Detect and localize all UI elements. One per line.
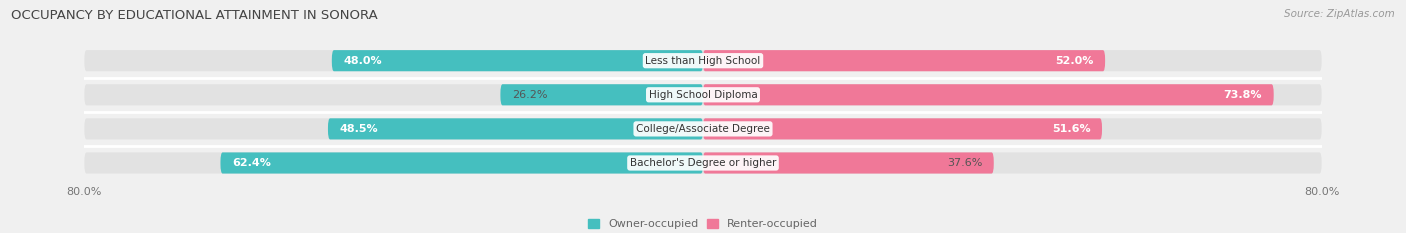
FancyBboxPatch shape (328, 118, 703, 140)
FancyBboxPatch shape (84, 152, 1322, 174)
FancyBboxPatch shape (84, 118, 1322, 140)
FancyBboxPatch shape (703, 118, 1102, 140)
FancyBboxPatch shape (703, 152, 994, 174)
Text: 37.6%: 37.6% (946, 158, 983, 168)
Text: 52.0%: 52.0% (1054, 56, 1094, 66)
Text: 48.5%: 48.5% (340, 124, 378, 134)
Text: 73.8%: 73.8% (1223, 90, 1263, 100)
Text: OCCUPANCY BY EDUCATIONAL ATTAINMENT IN SONORA: OCCUPANCY BY EDUCATIONAL ATTAINMENT IN S… (11, 9, 378, 22)
Text: College/Associate Degree: College/Associate Degree (636, 124, 770, 134)
FancyBboxPatch shape (501, 84, 703, 105)
Legend: Owner-occupied, Renter-occupied: Owner-occupied, Renter-occupied (588, 219, 818, 229)
FancyBboxPatch shape (703, 84, 1274, 105)
FancyBboxPatch shape (84, 84, 1322, 105)
FancyBboxPatch shape (84, 50, 1322, 71)
Text: Source: ZipAtlas.com: Source: ZipAtlas.com (1284, 9, 1395, 19)
Text: 62.4%: 62.4% (232, 158, 271, 168)
Text: 26.2%: 26.2% (512, 90, 547, 100)
FancyBboxPatch shape (332, 50, 703, 71)
Text: Less than High School: Less than High School (645, 56, 761, 66)
Text: High School Diploma: High School Diploma (648, 90, 758, 100)
FancyBboxPatch shape (221, 152, 703, 174)
Text: Bachelor's Degree or higher: Bachelor's Degree or higher (630, 158, 776, 168)
Text: 48.0%: 48.0% (343, 56, 382, 66)
Text: 51.6%: 51.6% (1052, 124, 1091, 134)
FancyBboxPatch shape (703, 50, 1105, 71)
